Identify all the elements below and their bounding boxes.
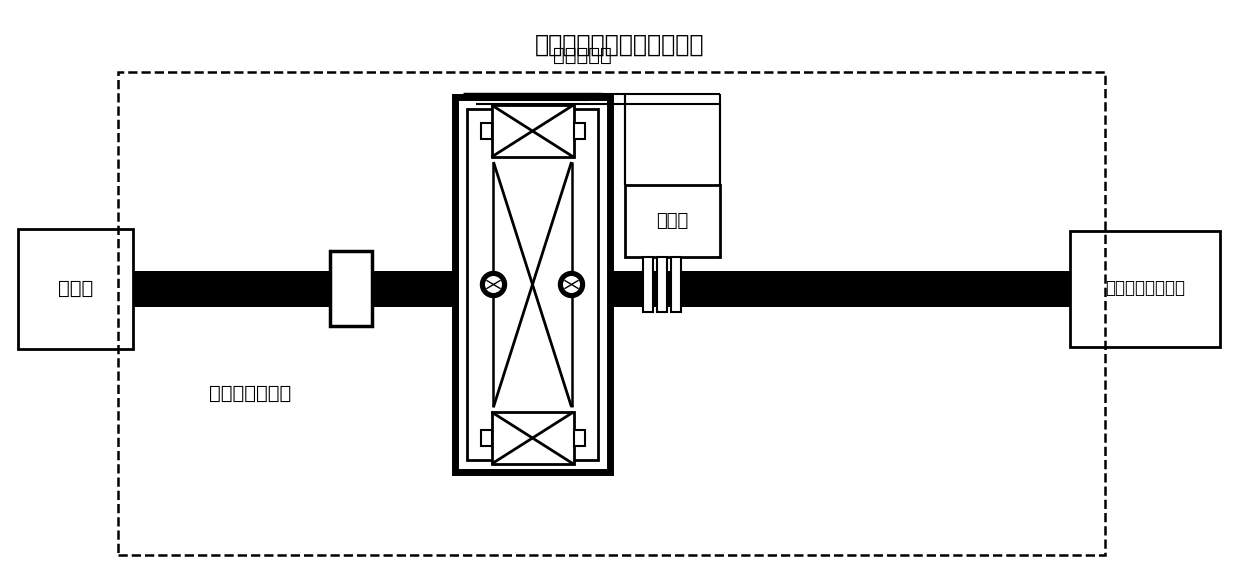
Text: 前  轴  系: 前 轴 系	[264, 279, 324, 298]
Bar	[1070, 230, 1220, 347]
Bar	[491, 105, 573, 157]
Bar	[133, 271, 455, 306]
Bar	[644, 257, 653, 312]
Bar	[491, 412, 573, 464]
Bar	[573, 430, 584, 446]
Text: 电磁耦合器: 电磁耦合器	[553, 46, 611, 65]
Text: 自封闭型电磁耦合调速装置: 自封闭型电磁耦合调速装置	[536, 33, 704, 57]
Bar	[671, 257, 681, 312]
Bar	[19, 228, 133, 349]
Circle shape	[486, 277, 501, 293]
Bar	[657, 257, 667, 312]
Text: 齿轮箱: 齿轮箱	[58, 279, 93, 298]
Bar	[610, 271, 1070, 306]
Circle shape	[558, 272, 584, 298]
Bar	[481, 123, 491, 139]
Circle shape	[480, 272, 506, 298]
Text: 变频器: 变频器	[656, 212, 688, 230]
Bar	[455, 97, 610, 472]
Text: 电励磁同步发电机: 电励磁同步发电机	[1105, 279, 1185, 298]
Bar	[330, 252, 372, 325]
Bar	[625, 185, 720, 257]
Circle shape	[564, 277, 579, 293]
Text: 永磁同步发电机: 永磁同步发电机	[208, 384, 291, 403]
Bar	[573, 123, 584, 139]
Bar	[118, 72, 1105, 555]
Bar	[467, 109, 598, 460]
Text: 后  轴  系: 后 轴 系	[810, 279, 870, 298]
Bar	[481, 430, 491, 446]
